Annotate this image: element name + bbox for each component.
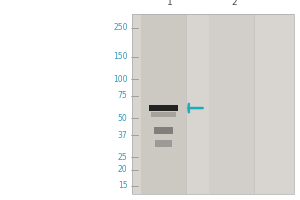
Bar	[132, 14, 294, 194]
Text: 2: 2	[231, 0, 237, 7]
Text: 25: 25	[118, 153, 128, 162]
Bar	[154, 127, 173, 134]
Bar	[149, 105, 178, 111]
Text: 100: 100	[113, 75, 127, 84]
Text: 1: 1	[167, 0, 172, 7]
Text: 75: 75	[118, 91, 128, 100]
Text: 150: 150	[113, 52, 127, 61]
Text: 20: 20	[118, 165, 128, 174]
Bar	[151, 112, 176, 117]
Bar	[155, 140, 172, 147]
Text: 15: 15	[118, 181, 128, 190]
Text: 37: 37	[118, 131, 128, 140]
Bar	[141, 14, 186, 194]
Text: 50: 50	[118, 114, 128, 123]
Bar	[132, 14, 294, 194]
Text: 250: 250	[113, 23, 127, 32]
Bar	[208, 14, 253, 194]
